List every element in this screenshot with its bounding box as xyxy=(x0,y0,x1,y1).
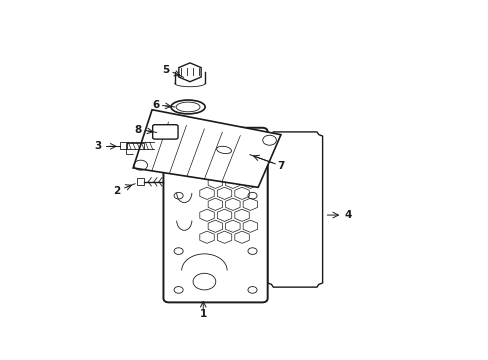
Text: 2: 2 xyxy=(113,186,121,196)
FancyBboxPatch shape xyxy=(163,128,267,302)
Text: 3: 3 xyxy=(95,141,102,151)
Polygon shape xyxy=(179,63,201,82)
Ellipse shape xyxy=(175,80,205,87)
Text: 7: 7 xyxy=(277,161,284,171)
Text: 8: 8 xyxy=(134,125,142,135)
Text: 6: 6 xyxy=(152,100,159,110)
Bar xyxy=(175,72,205,84)
Bar xyxy=(137,179,143,185)
Text: 5: 5 xyxy=(162,66,169,75)
Text: 1: 1 xyxy=(199,309,206,319)
Bar xyxy=(120,142,127,149)
FancyBboxPatch shape xyxy=(152,125,178,139)
Text: 4: 4 xyxy=(344,210,351,220)
Polygon shape xyxy=(133,110,280,187)
